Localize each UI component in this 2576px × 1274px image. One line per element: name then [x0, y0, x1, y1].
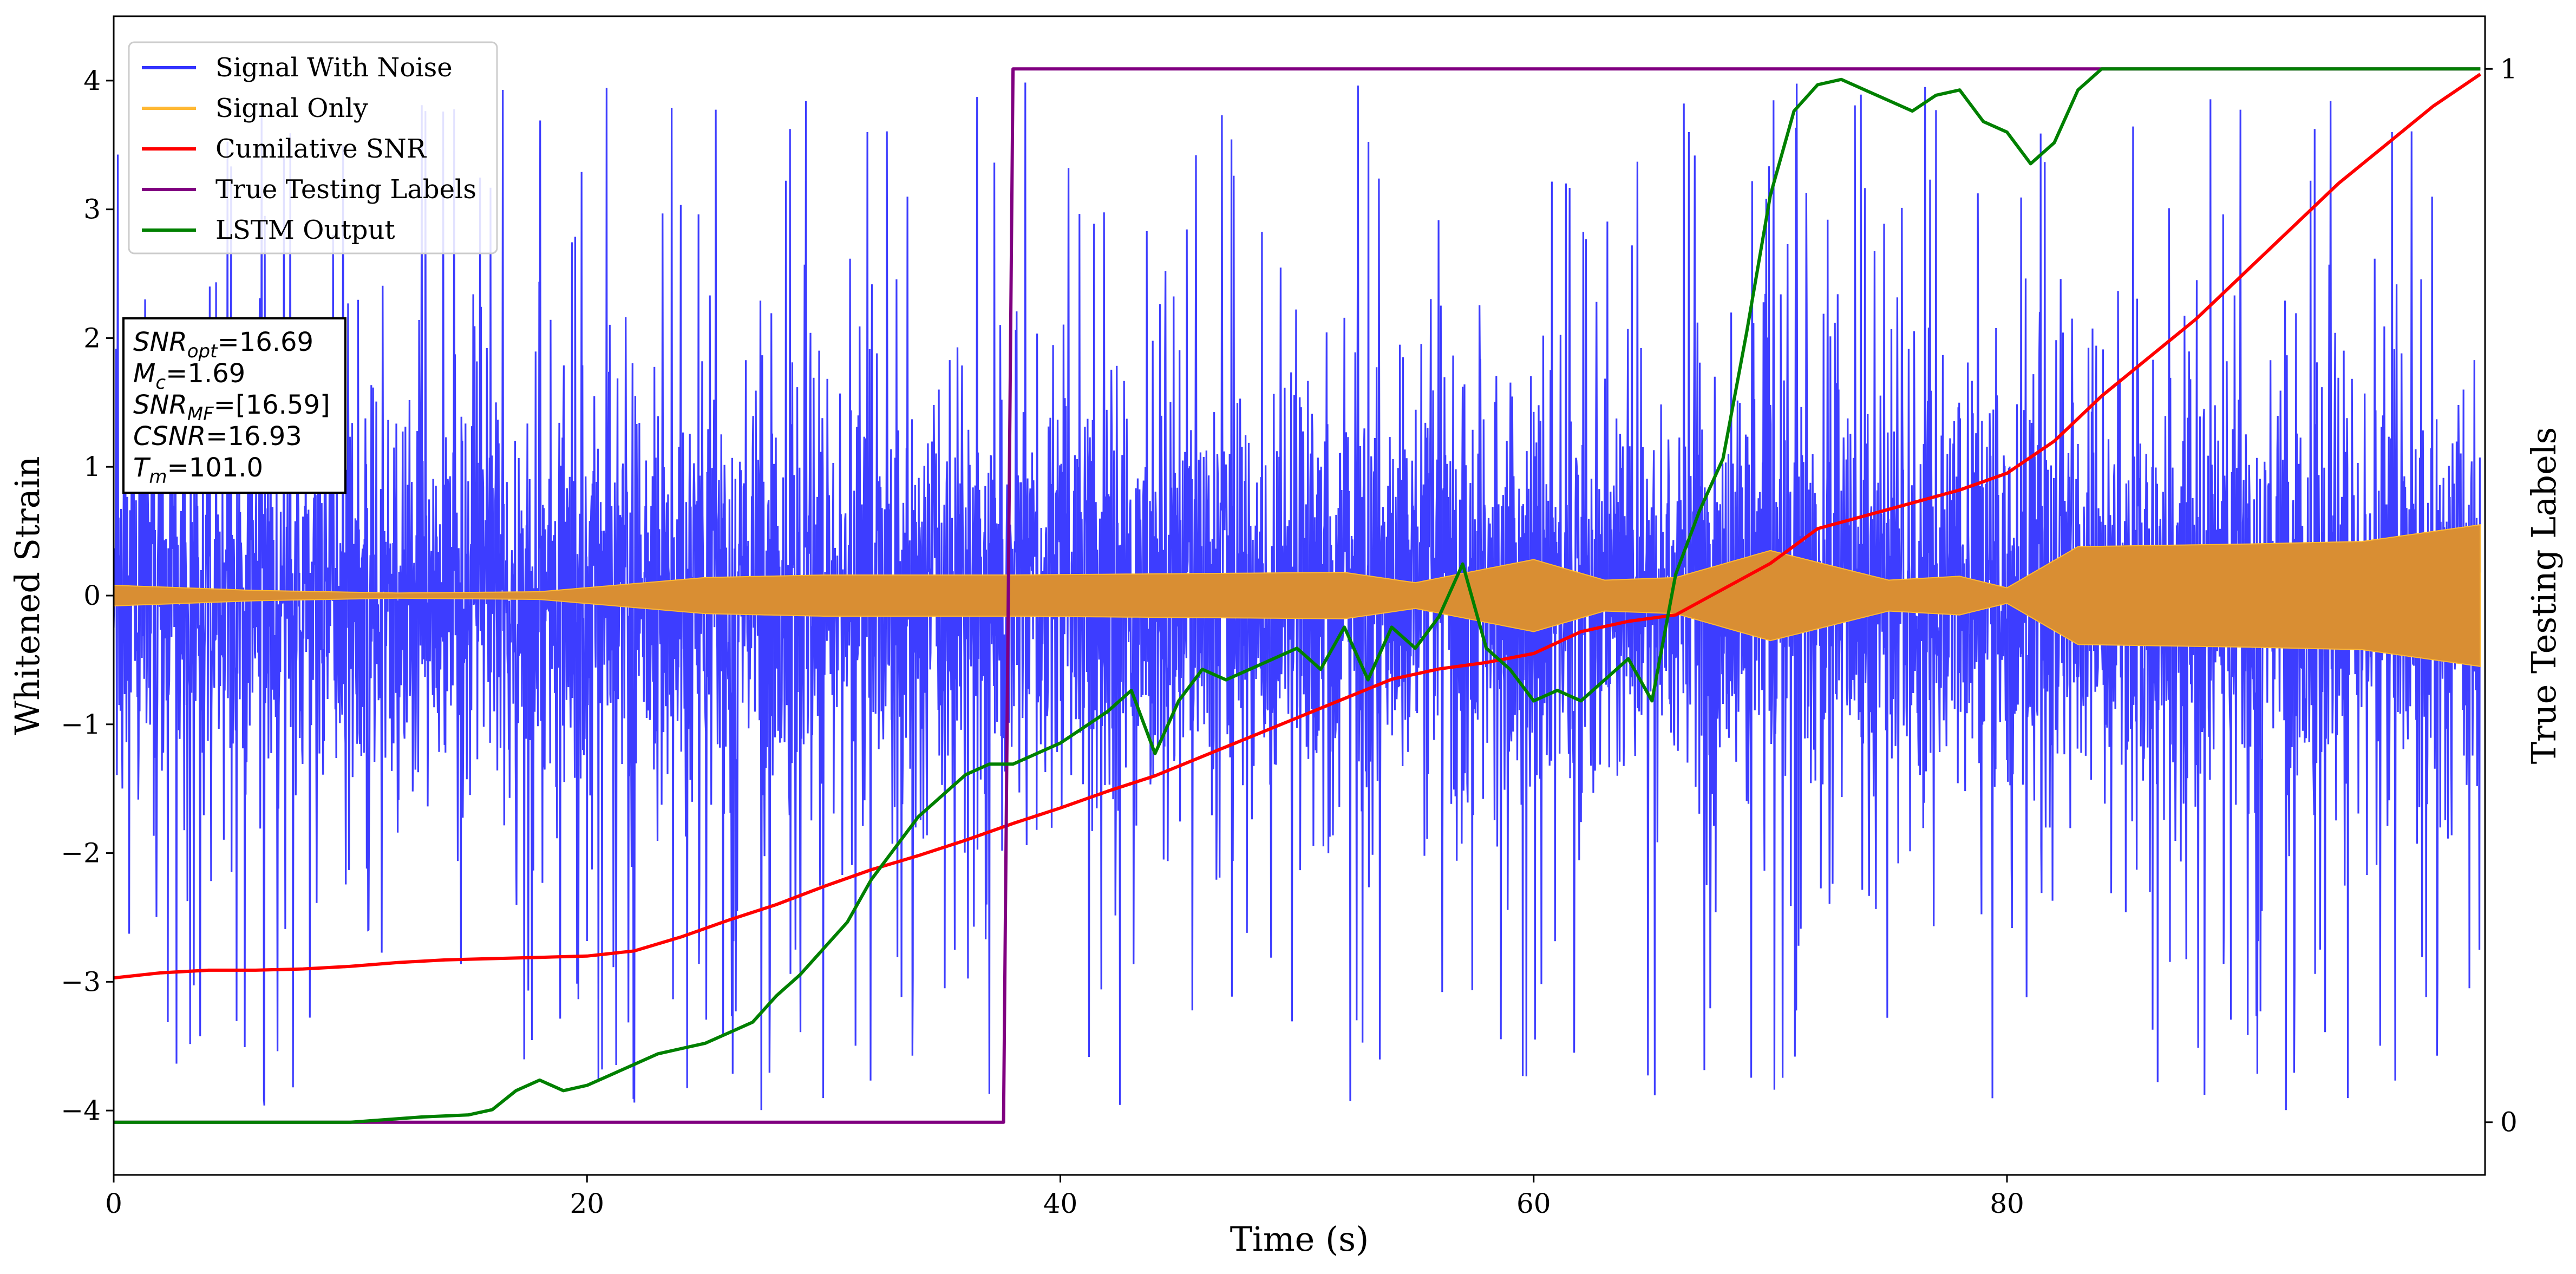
y-tick-label: 3 [83, 194, 101, 225]
signal-only-band [114, 524, 2481, 667]
y-tick-label: 0 [83, 580, 101, 611]
info-line: SNRMF=[16.59] [133, 390, 330, 425]
y-tick-label: 4 [83, 65, 101, 96]
x-axis: 0 20 40 60 80 [105, 1175, 2024, 1219]
y-tick-label: −3 [61, 966, 101, 997]
signal-only-series [114, 524, 2481, 667]
signal-with-noise-line [114, 82, 2481, 1110]
x-tick-label: 40 [1043, 1188, 1078, 1219]
y-tick-label: 2 [83, 322, 101, 354]
legend-label-true-testing-labels: True Testing Labels [215, 174, 476, 205]
y-axis-label: Whitened Strain [8, 456, 47, 735]
y-tick-label: 1 [83, 451, 101, 482]
legend-label-cumilative-snr: Cumilative SNR [215, 134, 427, 164]
y2-tick-label: 0 [2500, 1107, 2518, 1138]
x-tick-label: 80 [1990, 1188, 2024, 1219]
x-tick-label: 20 [570, 1188, 604, 1219]
y-axis-right: 01 [2485, 53, 2518, 1138]
legend-box [128, 41, 498, 254]
info-box: SNRopt=16.69Mc=1.69SNRMF=[16.59]CSNR=16.… [122, 317, 346, 494]
info-line: Mc=1.69 [133, 358, 245, 394]
y-tick-label: −2 [61, 838, 101, 869]
info-line: SNRopt=16.69 [133, 327, 313, 362]
legend-label-lstm-output: LSTM Output [215, 215, 395, 245]
plot-area [114, 67, 2481, 1124]
y-tick-label: −1 [61, 709, 101, 740]
legend-label-signal-only: Signal Only [215, 93, 368, 123]
true-testing-labels-line [114, 67, 2481, 1124]
x-tick-label: 0 [105, 1188, 122, 1219]
info-box-frame [122, 317, 346, 494]
line-series-group [114, 67, 2481, 1124]
legend-label-signal-with-noise: Signal With Noise [215, 53, 453, 83]
cumilative-snr-line [114, 73, 2481, 980]
y-axis-left: −4 −3 −2 −1 0 1 2 3 4 [61, 65, 114, 1126]
x-tick-label: 60 [1516, 1188, 1551, 1219]
signal-with-noise-series [114, 82, 2481, 1110]
lstm-output-line [114, 67, 2481, 1124]
y2-axis-label: True Testing Labels [2524, 427, 2564, 765]
info-line: Tm=101.0 [133, 453, 263, 488]
legend: Signal With Noise Signal Only Cumilative S… [128, 41, 498, 254]
info-line: CSNR=16.93 [133, 421, 302, 452]
x-axis-label: Time (s) [1230, 1219, 1369, 1259]
y2-tick-label: 1 [2500, 53, 2518, 84]
y-tick-label: −4 [61, 1095, 101, 1126]
